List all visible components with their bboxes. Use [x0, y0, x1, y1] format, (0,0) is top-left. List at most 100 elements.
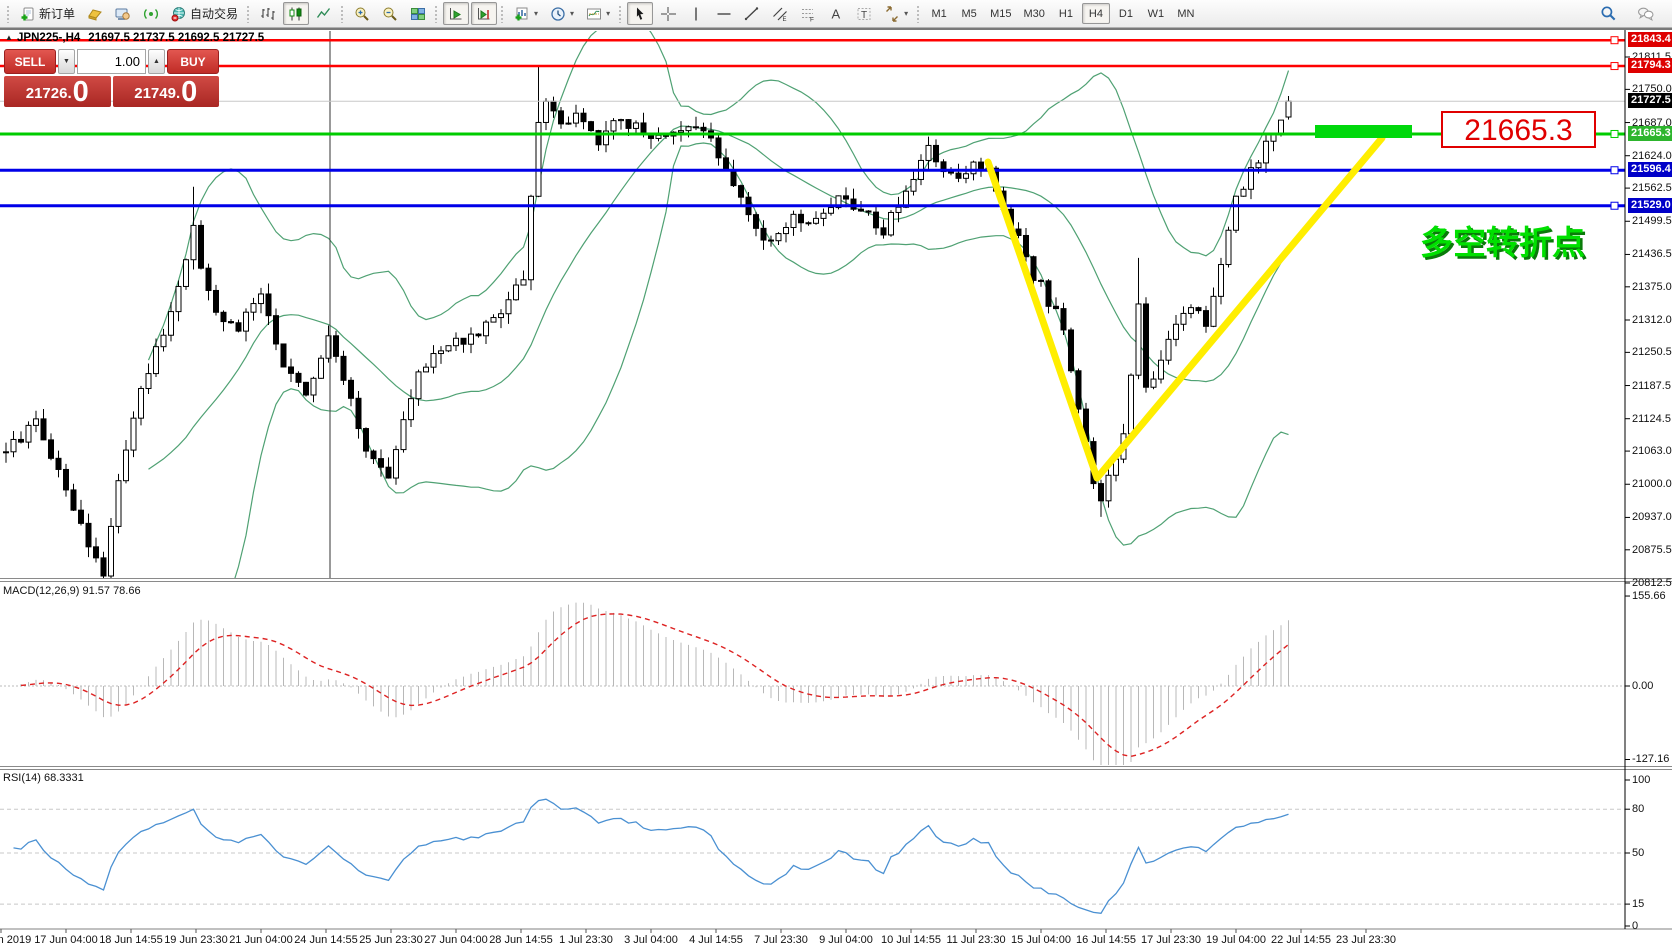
toolbar-text-button[interactable]: A: [823, 2, 849, 25]
hline-anchor-marker: [1610, 166, 1619, 175]
timeframe-m5-button[interactable]: M5: [955, 3, 983, 24]
timeframe-mn-button[interactable]: MN: [1172, 3, 1200, 24]
toolbar-grip: [246, 4, 251, 23]
chart-symbol-ohlc: JPN225-,H4 21697.5 21737.5 21692.5 21727.…: [17, 32, 264, 44]
toolbar-chat-button[interactable]: [1634, 2, 1657, 25]
toolbar-trend-line-button[interactable]: [739, 2, 765, 25]
toolbar-right-icons: [1596, 2, 1668, 25]
timeframe-d1-button[interactable]: D1: [1112, 3, 1140, 24]
periods-icon: [550, 6, 566, 22]
text-icon: A: [828, 6, 844, 22]
toolbar-tile-windows-button[interactable]: [405, 2, 431, 25]
buy-button[interactable]: BUY: [167, 49, 219, 74]
arrows-icon: [884, 5, 900, 22]
toolbar-auto-scroll-button[interactable]: [443, 2, 470, 25]
fibonacci-icon: F: [800, 6, 816, 22]
toolbar-search-button[interactable]: [1597, 2, 1620, 25]
toolbar-vertical-line-button[interactable]: [683, 2, 709, 25]
svg-text:E: E: [783, 17, 787, 22]
toolbar-button-label: 自动交易: [190, 7, 239, 21]
turning-point-annotation[interactable]: 多空转折点: [1420, 224, 1585, 261]
search-icon: [1600, 5, 1617, 22]
crosshair-icon: [660, 6, 677, 22]
toolbar: 新订单 自动交易 ▾ ▾ ▾ E F A T ▾ M1 M5 M15 M30 H1 H4 D1 W1 MN: [0, 0, 1672, 28]
timeframe-m1-button[interactable]: M1: [925, 3, 953, 24]
toolbar-indicators-button[interactable]: ▾: [509, 2, 543, 25]
volume-decrease-button[interactable]: ▼: [58, 49, 75, 74]
vertical-line-icon: [688, 6, 704, 22]
timeframe-h1-button[interactable]: H1: [1052, 3, 1080, 24]
macd-pane: [0, 602, 1625, 765]
hline-anchor-marker: [1610, 36, 1619, 45]
toolbar-profile-button[interactable]: [110, 2, 136, 25]
toolbar-equidistant-channel-button[interactable]: E: [767, 2, 793, 25]
chevron-down-icon: ▾: [534, 9, 539, 18]
sell-price[interactable]: 21726. 0: [4, 76, 111, 107]
svg-text:F: F: [810, 16, 814, 22]
one-click-trading-panel: SELL ▼ ▲ BUY 21726.0 21749.0: [4, 49, 219, 107]
bar-chart-icon: [260, 6, 276, 22]
rsi-line: [13, 798, 1289, 914]
toolbar-horizontal-line-button[interactable]: [711, 2, 737, 25]
window-frame-divider: [0, 28, 1672, 30]
zoom-out-icon: [382, 6, 398, 22]
price-callout-box[interactable]: 21665.3: [1441, 111, 1596, 148]
tile-windows-icon: [410, 6, 426, 22]
green-highlight-rectangle[interactable]: [1315, 125, 1412, 138]
bollinger-lower-band: [148, 142, 1289, 582]
toolbar-market-gold-button[interactable]: [82, 2, 108, 25]
svg-text:A: A: [832, 6, 841, 21]
toolbar-periods-button[interactable]: ▾: [545, 2, 579, 25]
rsi-indicator-header: RSI(14) 68.3331: [3, 772, 84, 784]
toolbar-templates-button[interactable]: ▾: [581, 2, 615, 25]
toolbar-bar-chart-button[interactable]: [255, 2, 281, 25]
macd-signal-line: [20, 613, 1289, 758]
pane-separator[interactable]: [0, 766, 1672, 767]
timeframe-w1-button[interactable]: W1: [1142, 3, 1170, 24]
toolbar-zoom-in-button[interactable]: [349, 2, 375, 25]
buy-price[interactable]: 21749. 0: [112, 76, 219, 107]
timeframe-m15-button[interactable]: M15: [985, 3, 1016, 24]
toolbar-button-label: 新订单: [39, 7, 76, 21]
candles-layer: [3, 65, 1292, 582]
timeframe-m30-button[interactable]: M30: [1019, 3, 1050, 24]
candle-chart-icon: [288, 6, 304, 22]
toolbar-line-chart-button[interactable]: [311, 2, 337, 25]
toolbar-text-label-button[interactable]: T: [851, 2, 877, 25]
svg-text:T: T: [861, 9, 867, 20]
chevron-down-icon: ▾: [606, 9, 611, 18]
toolbar-new-order-button[interactable]: 新订单: [15, 2, 80, 25]
toolbar-autotrade-button[interactable]: 自动交易: [166, 2, 243, 25]
sell-button[interactable]: SELL: [4, 49, 56, 74]
toolbar-zoom-out-button[interactable]: [377, 2, 403, 25]
new-order-icon: [20, 6, 36, 22]
rsi-pane: [0, 798, 1625, 914]
toolbar-crosshair-button[interactable]: [655, 2, 681, 25]
indicators-icon: [514, 6, 530, 22]
toolbar-chart-shift-button[interactable]: [471, 2, 498, 25]
templates-icon: [586, 6, 602, 22]
equidistant-channel-icon: E: [772, 6, 788, 22]
toolbar-grip: [500, 4, 505, 23]
volume-input[interactable]: [77, 49, 146, 74]
volume-increase-button[interactable]: ▲: [148, 49, 165, 74]
toolbar-cursor-button[interactable]: [627, 2, 654, 25]
macd-indicator-header: MACD(12,26,9) 91.57 78.66: [3, 585, 141, 597]
toolbar-signal-button[interactable]: [138, 2, 164, 25]
toolbar-groups: 新订单 自动交易 ▾ ▾ ▾ E F A T ▾ M1 M5 M15 M30 H1 H4 D1 W1 MN: [4, 2, 1201, 25]
one-click-panel-toggle-icon[interactable]: ▲: [5, 33, 13, 42]
toolbar-fibonacci-button[interactable]: F: [795, 2, 821, 25]
symbol-label: JPN225-,H4: [17, 32, 81, 44]
yellow-v-trendlines[interactable]: [984, 134, 1386, 482]
toolbar-arrows-button[interactable]: ▾: [879, 2, 913, 25]
macd-histogram: [20, 602, 1289, 765]
toolbar-candle-chart-button[interactable]: [283, 2, 310, 25]
timeframe-h4-button[interactable]: H4: [1081, 3, 1110, 24]
toolbar-grip: [916, 4, 921, 23]
hline-anchor-marker: [1610, 129, 1619, 138]
line-chart-icon: [316, 6, 332, 22]
toolbar-grip: [618, 4, 623, 23]
main-price-pane: [3, 31, 1292, 582]
pane-separator[interactable]: [0, 578, 1672, 579]
